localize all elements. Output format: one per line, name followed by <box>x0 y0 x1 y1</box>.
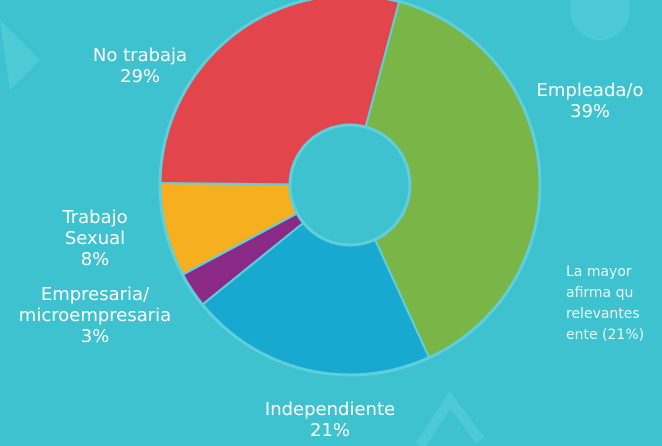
category-label: No trabaja <box>93 45 187 66</box>
hole <box>290 125 410 245</box>
annotation-line: ente (21%) <box>566 327 644 343</box>
category-label: Empresaria/ microempresaria <box>19 284 171 326</box>
value-label: 39% <box>570 101 610 122</box>
decor <box>0 20 40 90</box>
value-label: 29% <box>120 66 160 87</box>
value-label: 8% <box>81 249 110 270</box>
category-label: Trabajo Sexual <box>62 207 127 249</box>
category-label: Empleada/o <box>537 80 644 101</box>
value-label: 21% <box>310 420 350 441</box>
annotation-line: relevantes <box>566 306 640 322</box>
decor <box>570 0 630 40</box>
annotation-line: afirma qu <box>566 285 633 301</box>
value-label: 3% <box>81 326 110 347</box>
page: Empleada/o39% Independiente21% Empresaria/… <box>0 0 662 446</box>
category-label: Independiente <box>265 399 395 420</box>
annotation-line: La mayor <box>566 264 632 280</box>
decor <box>420 400 480 446</box>
